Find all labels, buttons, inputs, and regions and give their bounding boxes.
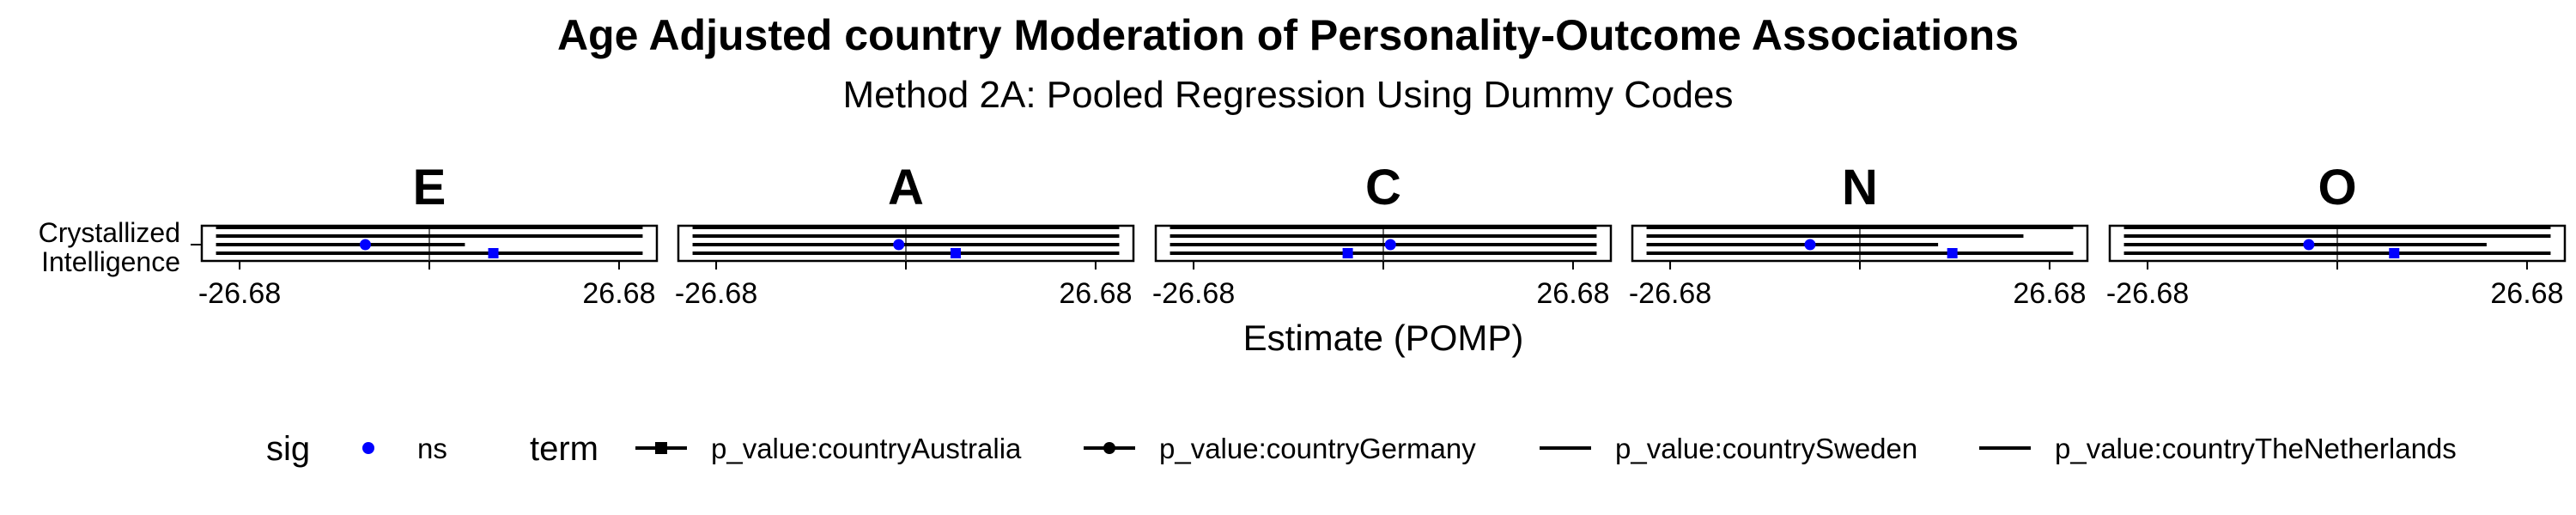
estimate-point-circle: [1384, 239, 1396, 251]
legend-key-circle: [1103, 442, 1115, 454]
x-tick-label: 26.68: [1059, 277, 1132, 310]
y-tick-label: Crystallized: [39, 217, 180, 248]
x-tick-label: -26.68: [2106, 277, 2189, 310]
facet-label-E: E: [413, 160, 447, 215]
x-tick-label: -26.68: [198, 277, 281, 310]
x-tick-label: 26.68: [582, 277, 655, 310]
chart-title: Age Adjusted country Moderation of Perso…: [556, 11, 2020, 59]
facet-label-C: C: [1365, 160, 1401, 215]
estimate-point-circle: [1804, 239, 1816, 251]
estimate-point-square: [1947, 248, 1958, 258]
x-tick-label: 26.68: [2490, 277, 2563, 310]
facet-label-A: A: [888, 160, 924, 215]
x-tick-label: -26.68: [1152, 277, 1235, 310]
estimate-point-circle: [359, 239, 371, 251]
legend-title-term: term: [530, 430, 598, 468]
estimate-point-circle: [893, 239, 905, 251]
x-tick-label: -26.68: [675, 277, 757, 310]
legend-label-term: p_value:countrySweden: [1615, 433, 1917, 464]
legend-key-ns: [362, 442, 374, 454]
legend-label-term: p_value:countryGermany: [1159, 433, 1476, 464]
x-tick-label: 26.68: [2013, 277, 2086, 310]
facet-label-O: O: [2318, 160, 2356, 215]
legend-label-term: p_value:countryTheNetherlands: [2055, 433, 2457, 464]
facet-label-N: N: [1842, 160, 1878, 215]
legend-title-sig: sig: [266, 430, 310, 468]
estimate-point-square: [950, 248, 961, 258]
x-tick-label: 26.68: [1536, 277, 1609, 310]
legend-label-term: p_value:countryAustralia: [711, 433, 1022, 464]
legend-key-square: [655, 442, 667, 454]
chart-subtitle: Method 2A: Pooled Regression Using Dummy…: [842, 74, 1734, 116]
x-axis-title: Estimate (POMP): [1243, 318, 1524, 358]
y-tick-label: Intelligence: [41, 246, 180, 277]
estimate-point-square: [2389, 248, 2400, 258]
estimate-point-square: [488, 248, 499, 258]
estimate-point-square: [1342, 248, 1353, 258]
estimate-point-circle: [2303, 239, 2315, 251]
legend-label-ns: ns: [417, 433, 447, 464]
x-tick-label: -26.68: [1629, 277, 1711, 310]
